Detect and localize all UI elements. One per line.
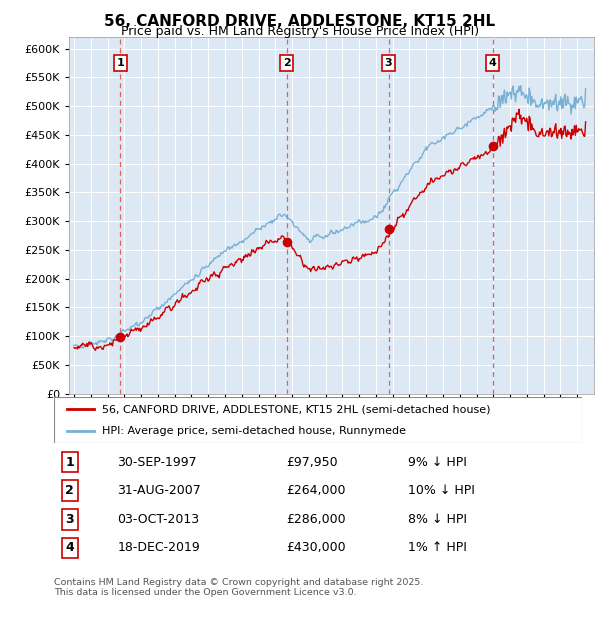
Text: 2: 2 — [65, 484, 74, 497]
Text: 4: 4 — [489, 58, 497, 68]
Text: 1% ↑ HPI: 1% ↑ HPI — [408, 541, 467, 554]
Text: 1: 1 — [65, 456, 74, 469]
Text: 4: 4 — [65, 541, 74, 554]
Text: 31-AUG-2007: 31-AUG-2007 — [118, 484, 201, 497]
Text: 2: 2 — [283, 58, 290, 68]
Text: 18-DEC-2019: 18-DEC-2019 — [118, 541, 200, 554]
Text: 3: 3 — [385, 58, 392, 68]
Text: Contains HM Land Registry data © Crown copyright and database right 2025.
This d: Contains HM Land Registry data © Crown c… — [54, 578, 424, 597]
Text: Price paid vs. HM Land Registry's House Price Index (HPI): Price paid vs. HM Land Registry's House … — [121, 25, 479, 38]
Text: 56, CANFORD DRIVE, ADDLESTONE, KT15 2HL (semi-detached house): 56, CANFORD DRIVE, ADDLESTONE, KT15 2HL … — [101, 404, 490, 414]
Text: 1: 1 — [116, 58, 124, 68]
Text: £286,000: £286,000 — [286, 513, 346, 526]
Text: £430,000: £430,000 — [286, 541, 346, 554]
Text: 10% ↓ HPI: 10% ↓ HPI — [408, 484, 475, 497]
Text: HPI: Average price, semi-detached house, Runnymede: HPI: Average price, semi-detached house,… — [101, 426, 406, 436]
Text: 56, CANFORD DRIVE, ADDLESTONE, KT15 2HL: 56, CANFORD DRIVE, ADDLESTONE, KT15 2HL — [104, 14, 496, 29]
Text: 9% ↓ HPI: 9% ↓ HPI — [408, 456, 467, 469]
Text: 8% ↓ HPI: 8% ↓ HPI — [408, 513, 467, 526]
Text: 3: 3 — [65, 513, 74, 526]
Text: 03-OCT-2013: 03-OCT-2013 — [118, 513, 199, 526]
Text: £264,000: £264,000 — [286, 484, 346, 497]
Text: 30-SEP-1997: 30-SEP-1997 — [118, 456, 197, 469]
Text: £97,950: £97,950 — [286, 456, 338, 469]
